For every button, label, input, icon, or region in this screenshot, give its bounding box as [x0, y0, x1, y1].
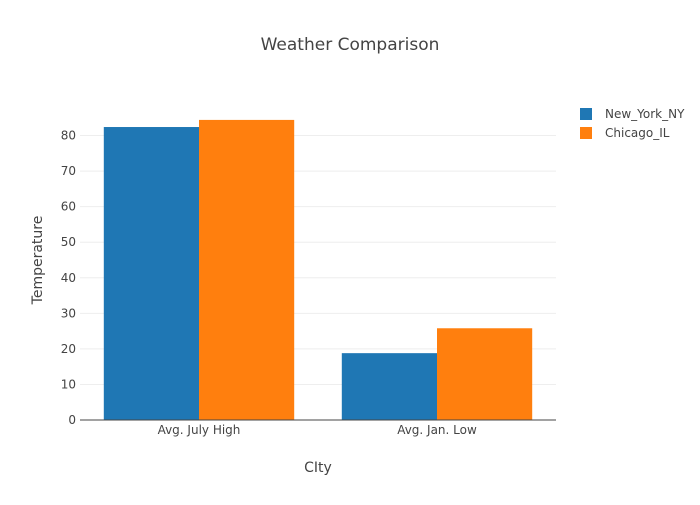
legend-swatch[interactable] [580, 108, 592, 120]
bar-chicago-il-0 [199, 119, 295, 421]
x-axis-title: CIty [304, 460, 332, 476]
bar-new-york-ny-0 [103, 127, 199, 421]
y-tick-label: 40 [61, 271, 76, 285]
y-tick-label: 30 [61, 306, 76, 320]
chart-title: Weather Comparison [261, 35, 440, 55]
legend-swatch[interactable] [580, 127, 592, 139]
y-axis-ticks: 0 10 20 30 40 50 60 70 80 [61, 129, 76, 427]
y-tick-label: 10 [61, 377, 76, 391]
y-tick-label: 20 [61, 342, 76, 356]
y-tick-label: 0 [68, 413, 76, 427]
x-tick-label: Avg. Jan. Low [397, 423, 477, 437]
y-axis-title: Temperature [30, 216, 46, 306]
y-tick-label: 60 [61, 200, 76, 214]
y-tick-label: 70 [61, 164, 76, 178]
y-tick-label: 80 [61, 129, 76, 143]
bars [103, 119, 533, 421]
legend-label[interactable]: Chicago_IL [605, 126, 670, 140]
x-axis-ticks: Avg. July High Avg. Jan. Low [158, 423, 477, 437]
legend: New_York_NY Chicago_IL [580, 107, 685, 140]
y-tick-label: 50 [61, 235, 76, 249]
legend-label[interactable]: New_York_NY [605, 107, 685, 121]
bar-new-york-ny-1 [341, 353, 437, 420]
bar-chicago-il-1 [437, 328, 533, 420]
x-tick-label: Avg. July High [158, 423, 241, 437]
